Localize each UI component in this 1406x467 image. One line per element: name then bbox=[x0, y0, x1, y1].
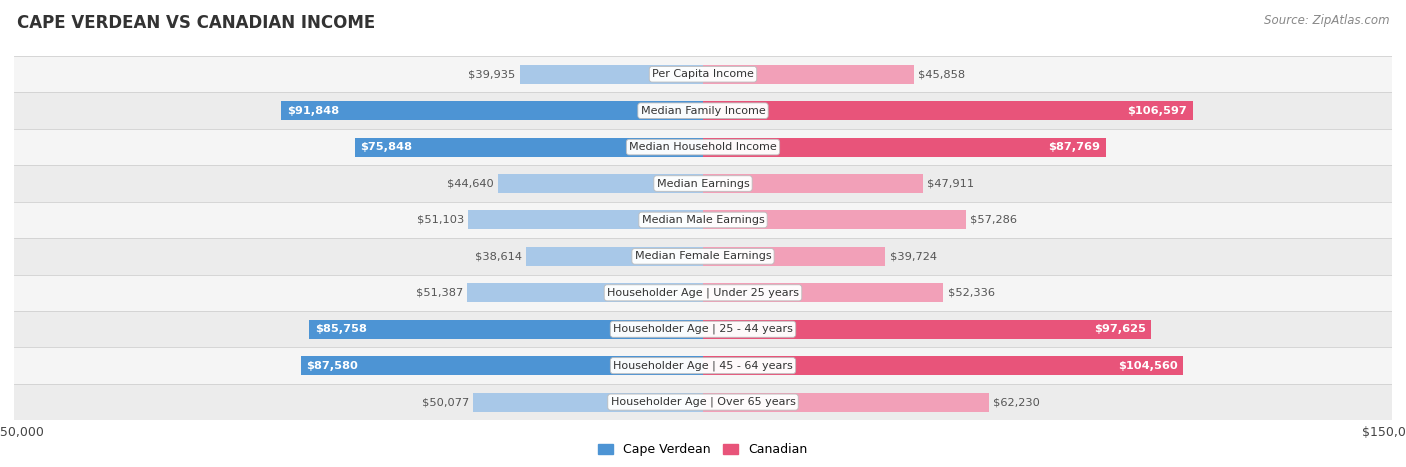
Bar bbox=[468, 211, 703, 229]
Text: $45,858: $45,858 bbox=[918, 69, 965, 79]
Bar bbox=[526, 247, 703, 266]
Text: Median Earnings: Median Earnings bbox=[657, 178, 749, 189]
Bar bbox=[14, 384, 1392, 420]
Text: $85,758: $85,758 bbox=[315, 324, 367, 334]
Bar bbox=[14, 238, 1392, 275]
Bar bbox=[520, 65, 703, 84]
Legend: Cape Verdean, Canadian: Cape Verdean, Canadian bbox=[593, 439, 813, 461]
Text: Householder Age | Over 65 years: Householder Age | Over 65 years bbox=[610, 397, 796, 407]
Bar bbox=[14, 311, 1392, 347]
Text: $39,935: $39,935 bbox=[468, 69, 516, 79]
Text: $97,625: $97,625 bbox=[1094, 324, 1146, 334]
Text: $91,848: $91,848 bbox=[287, 106, 339, 116]
Bar bbox=[14, 56, 1392, 92]
Text: $57,286: $57,286 bbox=[970, 215, 1018, 225]
Bar bbox=[703, 283, 943, 302]
Text: Householder Age | 45 - 64 years: Householder Age | 45 - 64 years bbox=[613, 361, 793, 371]
Text: $51,387: $51,387 bbox=[416, 288, 463, 298]
Bar bbox=[309, 320, 703, 339]
Text: $47,911: $47,911 bbox=[927, 178, 974, 189]
Text: $75,848: $75,848 bbox=[360, 142, 412, 152]
Bar bbox=[472, 393, 703, 411]
Text: Median Female Earnings: Median Female Earnings bbox=[634, 251, 772, 262]
Text: Source: ZipAtlas.com: Source: ZipAtlas.com bbox=[1264, 14, 1389, 27]
Text: $50,077: $50,077 bbox=[422, 397, 468, 407]
Text: Householder Age | 25 - 44 years: Householder Age | 25 - 44 years bbox=[613, 324, 793, 334]
Text: $39,724: $39,724 bbox=[890, 251, 936, 262]
Bar bbox=[14, 165, 1392, 202]
Bar bbox=[467, 283, 703, 302]
Bar bbox=[703, 65, 914, 84]
Text: CAPE VERDEAN VS CANADIAN INCOME: CAPE VERDEAN VS CANADIAN INCOME bbox=[17, 14, 375, 32]
Bar bbox=[301, 356, 703, 375]
Text: Per Capita Income: Per Capita Income bbox=[652, 69, 754, 79]
Bar bbox=[14, 202, 1392, 238]
Text: $52,336: $52,336 bbox=[948, 288, 994, 298]
Text: Median Family Income: Median Family Income bbox=[641, 106, 765, 116]
Bar bbox=[14, 275, 1392, 311]
Text: $38,614: $38,614 bbox=[474, 251, 522, 262]
Bar bbox=[281, 101, 703, 120]
Bar bbox=[703, 247, 886, 266]
Bar bbox=[354, 138, 703, 156]
Bar bbox=[703, 138, 1107, 156]
Text: Householder Age | Under 25 years: Householder Age | Under 25 years bbox=[607, 288, 799, 298]
Bar bbox=[703, 211, 966, 229]
Text: $87,580: $87,580 bbox=[307, 361, 359, 371]
Text: $106,597: $106,597 bbox=[1128, 106, 1187, 116]
Text: Median Household Income: Median Household Income bbox=[628, 142, 778, 152]
Text: $87,769: $87,769 bbox=[1049, 142, 1101, 152]
Bar bbox=[703, 393, 988, 411]
Bar bbox=[14, 92, 1392, 129]
Bar bbox=[14, 347, 1392, 384]
Bar bbox=[14, 129, 1392, 165]
Bar bbox=[703, 356, 1184, 375]
Text: $44,640: $44,640 bbox=[447, 178, 494, 189]
Bar bbox=[703, 320, 1152, 339]
Bar bbox=[703, 101, 1192, 120]
Text: Median Male Earnings: Median Male Earnings bbox=[641, 215, 765, 225]
Text: $62,230: $62,230 bbox=[993, 397, 1040, 407]
Bar bbox=[703, 174, 924, 193]
Bar bbox=[498, 174, 703, 193]
Text: $51,103: $51,103 bbox=[418, 215, 464, 225]
Text: $104,560: $104,560 bbox=[1118, 361, 1178, 371]
